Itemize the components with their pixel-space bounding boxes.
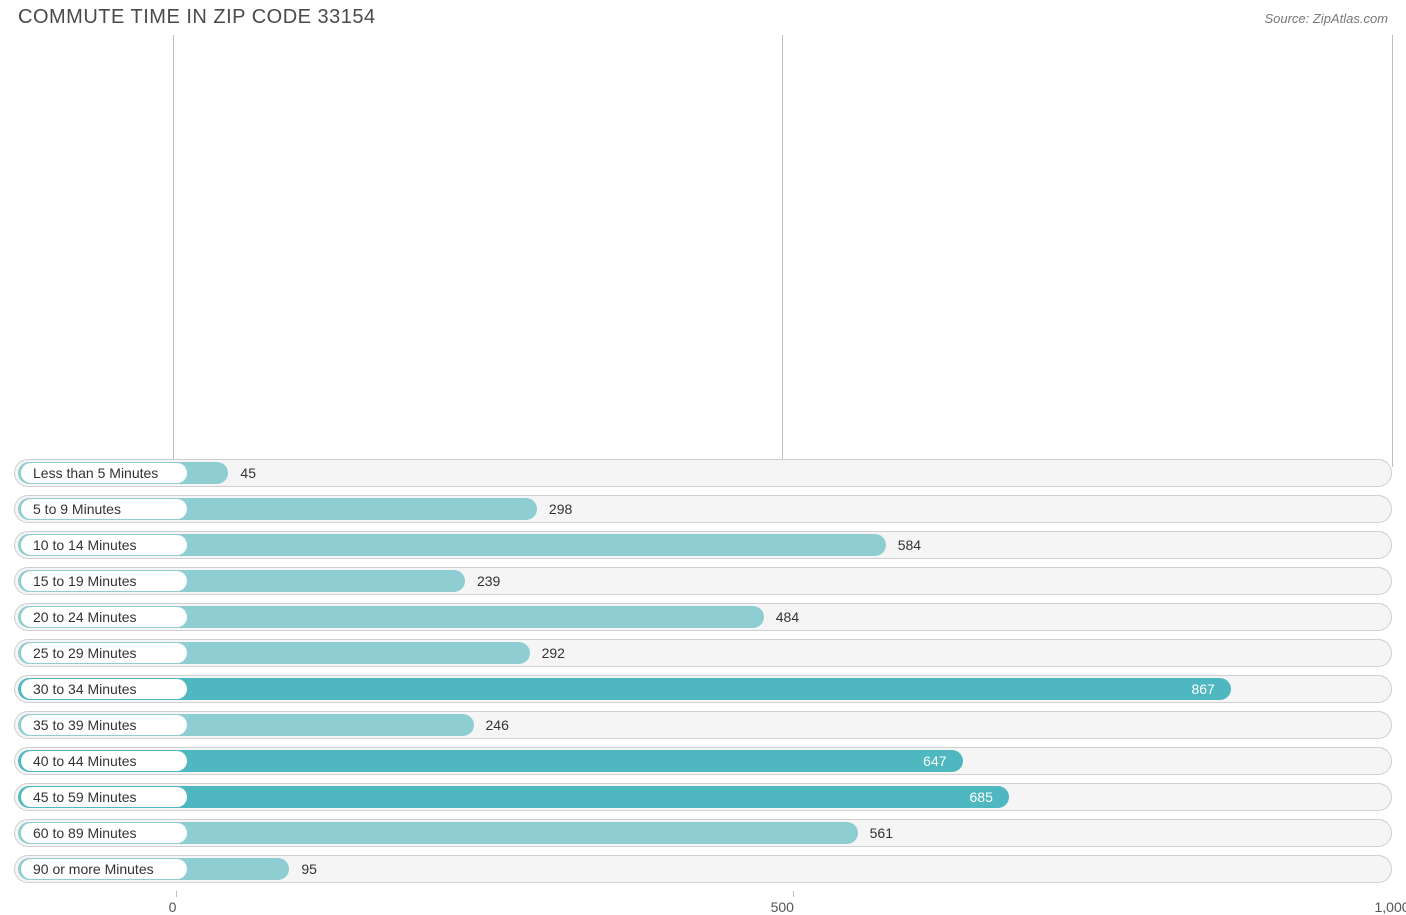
bar-value-label: 484 [776, 604, 799, 630]
bar-value-label: 647 [923, 748, 946, 774]
x-tick-label: 0 [169, 899, 177, 915]
category-label: 60 to 89 Minutes [21, 823, 187, 843]
bar-value-label: 239 [477, 568, 500, 594]
bar-rows-container: Less than 5 Minutes 45 5 to 9 Minutes 298 10… [14, 459, 1392, 883]
chart-header: COMMUTE TIME IN ZIP CODE 33154 Source: Z… [0, 0, 1406, 31]
x-tick: 1,000 [1392, 891, 1406, 915]
category-label: 30 to 34 Minutes [21, 679, 187, 699]
bar-row: 5 to 9 Minutes 298 [14, 495, 1392, 523]
bar-fill [18, 678, 1231, 700]
category-label: 90 or more Minutes [21, 859, 187, 879]
gridline [782, 35, 783, 467]
category-label: 20 to 24 Minutes [21, 607, 187, 627]
bar-value-label: 561 [870, 820, 893, 846]
bar-value-label: 584 [898, 532, 921, 558]
bar-value-label: 45 [240, 460, 256, 486]
x-tick-label: 500 [771, 899, 794, 915]
gridline [173, 35, 174, 467]
category-label: 45 to 59 Minutes [21, 787, 187, 807]
bar-row: 25 to 29 Minutes 292 [14, 639, 1392, 667]
bar-value-label: 292 [542, 640, 565, 666]
gridline [1392, 35, 1393, 467]
bar-row: 40 to 44 Minutes 647 [14, 747, 1392, 775]
category-label: 10 to 14 Minutes [21, 535, 187, 555]
bar-value-label: 685 [970, 784, 993, 810]
gridlines-layer [14, 35, 1392, 459]
bar-row: 15 to 19 Minutes 239 [14, 567, 1392, 595]
x-tick-label: 1,000 [1374, 899, 1406, 915]
chart-plot-area: Less than 5 Minutes 45 5 to 9 Minutes 298 10… [14, 35, 1392, 883]
bar-row: 45 to 59 Minutes 685 [14, 783, 1392, 811]
x-tick: 500 [782, 891, 805, 915]
bar-value-label: 246 [486, 712, 509, 738]
category-label: Less than 5 Minutes [21, 463, 187, 483]
x-axis: 05001,000 [14, 891, 1392, 915]
category-label: 35 to 39 Minutes [21, 715, 187, 735]
category-label: 40 to 44 Minutes [21, 751, 187, 771]
bar-row: 10 to 14 Minutes 584 [14, 531, 1392, 559]
bar-value-label: 867 [1191, 676, 1214, 702]
tick-mark [793, 891, 794, 897]
category-label: 5 to 9 Minutes [21, 499, 187, 519]
category-label: 25 to 29 Minutes [21, 643, 187, 663]
bar-row: 35 to 39 Minutes 246 [14, 711, 1392, 739]
category-label: 15 to 19 Minutes [21, 571, 187, 591]
bar-row: Less than 5 Minutes 45 [14, 459, 1392, 487]
bar-value-label: 298 [549, 496, 572, 522]
bar-row: 20 to 24 Minutes 484 [14, 603, 1392, 631]
bar-row: 90 or more Minutes 95 [14, 855, 1392, 883]
bar-value-label: 95 [301, 856, 317, 882]
chart-source: Source: ZipAtlas.com [1264, 11, 1388, 26]
chart-title: COMMUTE TIME IN ZIP CODE 33154 [18, 6, 376, 29]
bar-row: 30 to 34 Minutes 867 [14, 675, 1392, 703]
x-tick: 0 [173, 891, 181, 915]
tick-mark [176, 891, 177, 897]
bar-row: 60 to 89 Minutes 561 [14, 819, 1392, 847]
